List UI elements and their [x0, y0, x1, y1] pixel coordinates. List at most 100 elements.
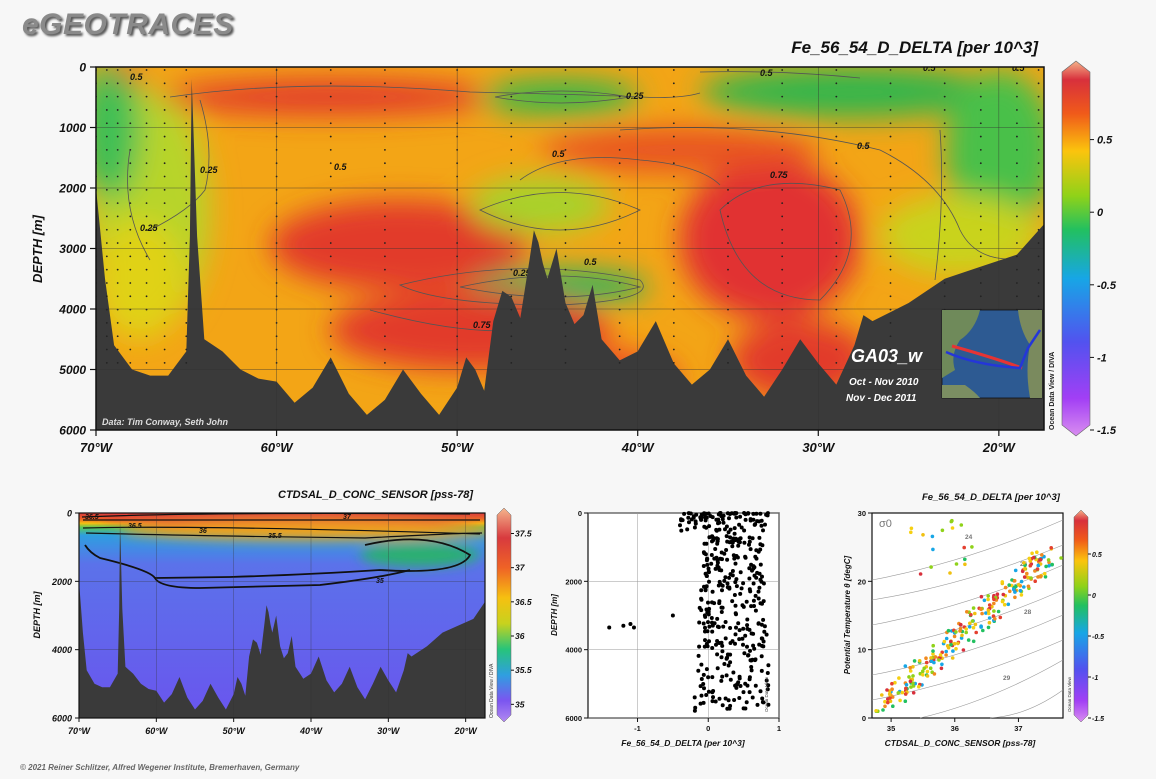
- station-sample-dot: [185, 348, 188, 351]
- scatter-point: [706, 566, 711, 571]
- station-sample-dot: [618, 268, 621, 271]
- station-sample-dot: [129, 322, 132, 324]
- isopycnal-line: [989, 689, 1064, 719]
- station-sample-dot: [129, 69, 132, 71]
- scatter-point: [706, 600, 710, 605]
- station-sample-dot: [510, 122, 513, 125]
- ts-point: [931, 649, 935, 653]
- scatter-point: [742, 651, 747, 656]
- station-sample-dot: [384, 255, 386, 258]
- scatter-point: [705, 644, 710, 649]
- ts-point: [954, 647, 958, 651]
- station-sample-dot: [672, 135, 675, 138]
- scatter-point: [736, 621, 741, 626]
- station-sample-dot: [672, 282, 675, 284]
- station-sample-dot: [835, 202, 838, 205]
- station-sample-dot: [672, 255, 675, 258]
- inset-map: [941, 309, 1043, 399]
- odv-label-main: Ocean Data View / DIVA: [1049, 352, 1056, 430]
- ts-point: [979, 607, 983, 611]
- scatter-point: [721, 624, 726, 629]
- scatter-point: [734, 515, 739, 520]
- scatter-point: [731, 536, 736, 541]
- station-sample-dot: [1016, 162, 1018, 165]
- isopycnal-line: [871, 639, 1064, 701]
- ts-point: [987, 611, 991, 616]
- svg-text:0.75: 0.75: [770, 170, 789, 180]
- station-sample-dot: [564, 175, 567, 178]
- scatter-point: [725, 581, 730, 586]
- station-sample-dot: [105, 228, 108, 231]
- station-sample-dot: [329, 295, 332, 298]
- scatter-point: [713, 566, 718, 571]
- scatter-point: [710, 515, 715, 520]
- station-sample-dot: [1016, 95, 1018, 98]
- scatter-outlier-point: [621, 623, 626, 628]
- station-sample-dot: [510, 348, 513, 351]
- ts-point: [940, 662, 944, 667]
- scatter-point: [722, 662, 727, 666]
- scatter-point: [703, 638, 707, 643]
- depth-scatter-points: [607, 511, 771, 713]
- scatter-point: [702, 511, 707, 516]
- scatter-point: [747, 690, 752, 695]
- salinity-colorbar-tick-label: 37.5: [515, 529, 532, 539]
- scatter-point: [707, 579, 711, 584]
- svg-text:0.5: 0.5: [857, 141, 871, 151]
- station-sample-dot: [672, 148, 675, 151]
- ts-point: [952, 641, 957, 646]
- ts-point: [922, 666, 926, 671]
- ts-point: [924, 656, 928, 660]
- station-sample-dot: [618, 335, 621, 338]
- ts-point: [928, 666, 933, 670]
- scatter-point: [682, 511, 687, 516]
- depth-scatter-axes: -1 0 1 0 2000 4000 6000 Fe_56_54_D_DELTA [per 1…: [550, 509, 781, 748]
- scatter-point: [723, 620, 728, 624]
- station-sample-dot: [329, 69, 332, 71]
- station-sample-dot: [129, 82, 132, 85]
- ts-point: [908, 679, 913, 684]
- station-sample-dot: [105, 295, 108, 298]
- scatter-point: [743, 517, 748, 522]
- ts-y-tick-label: 0: [862, 714, 866, 723]
- scatter-point: [747, 566, 752, 571]
- isopycnal-line: [871, 614, 1064, 676]
- scatter-point: [715, 616, 720, 621]
- ts-point: [881, 708, 885, 712]
- salinity-y-axis-label: DEPTH [m]: [32, 590, 42, 638]
- scatter-point: [692, 525, 697, 530]
- scatter-point: [753, 657, 758, 662]
- isopycnal-label: 24: [965, 534, 973, 541]
- station-sample-dot: [564, 268, 567, 271]
- station-sample-dot: [1037, 162, 1040, 165]
- svg-text:0.5: 0.5: [130, 72, 144, 82]
- station-sample-dot: [672, 242, 675, 244]
- station-sample-dot: [163, 148, 166, 151]
- scatter-point: [734, 577, 739, 582]
- station-sample-dot: [727, 135, 729, 138]
- station-sample-dot: [185, 122, 188, 125]
- ts-point: [1011, 587, 1016, 592]
- station-sample-dot: [889, 188, 892, 191]
- cruise-label-group: GA03_w Oct - Nov 2010 Nov - Dec 2011: [846, 346, 923, 404]
- ts-point: [944, 636, 949, 641]
- station-sample-dot: [727, 69, 729, 71]
- ts-point: [1018, 588, 1023, 593]
- ts-x-axis-label: CTDSAL_D_CONC_SENSOR [pss-78]: [885, 738, 1037, 748]
- station-sample-dot: [145, 95, 148, 98]
- scatter-point: [756, 589, 761, 594]
- salinity-colorbar-tick-label: 35: [515, 699, 525, 709]
- station-sample-dot: [835, 295, 838, 298]
- scatter-point: [726, 663, 731, 668]
- station-sample-dot: [105, 82, 108, 85]
- station-sample-dot: [129, 175, 132, 178]
- station-sample-dot: [618, 361, 621, 364]
- ts-point: [939, 666, 944, 671]
- ts-point: [970, 545, 974, 549]
- ts-point: [909, 530, 913, 535]
- station-sample-dot: [564, 242, 567, 244]
- station-sample-dot: [185, 188, 188, 191]
- main-x-tick-label: 70°W: [80, 440, 114, 455]
- scatter-point: [741, 690, 746, 695]
- scatter-point: [727, 540, 732, 545]
